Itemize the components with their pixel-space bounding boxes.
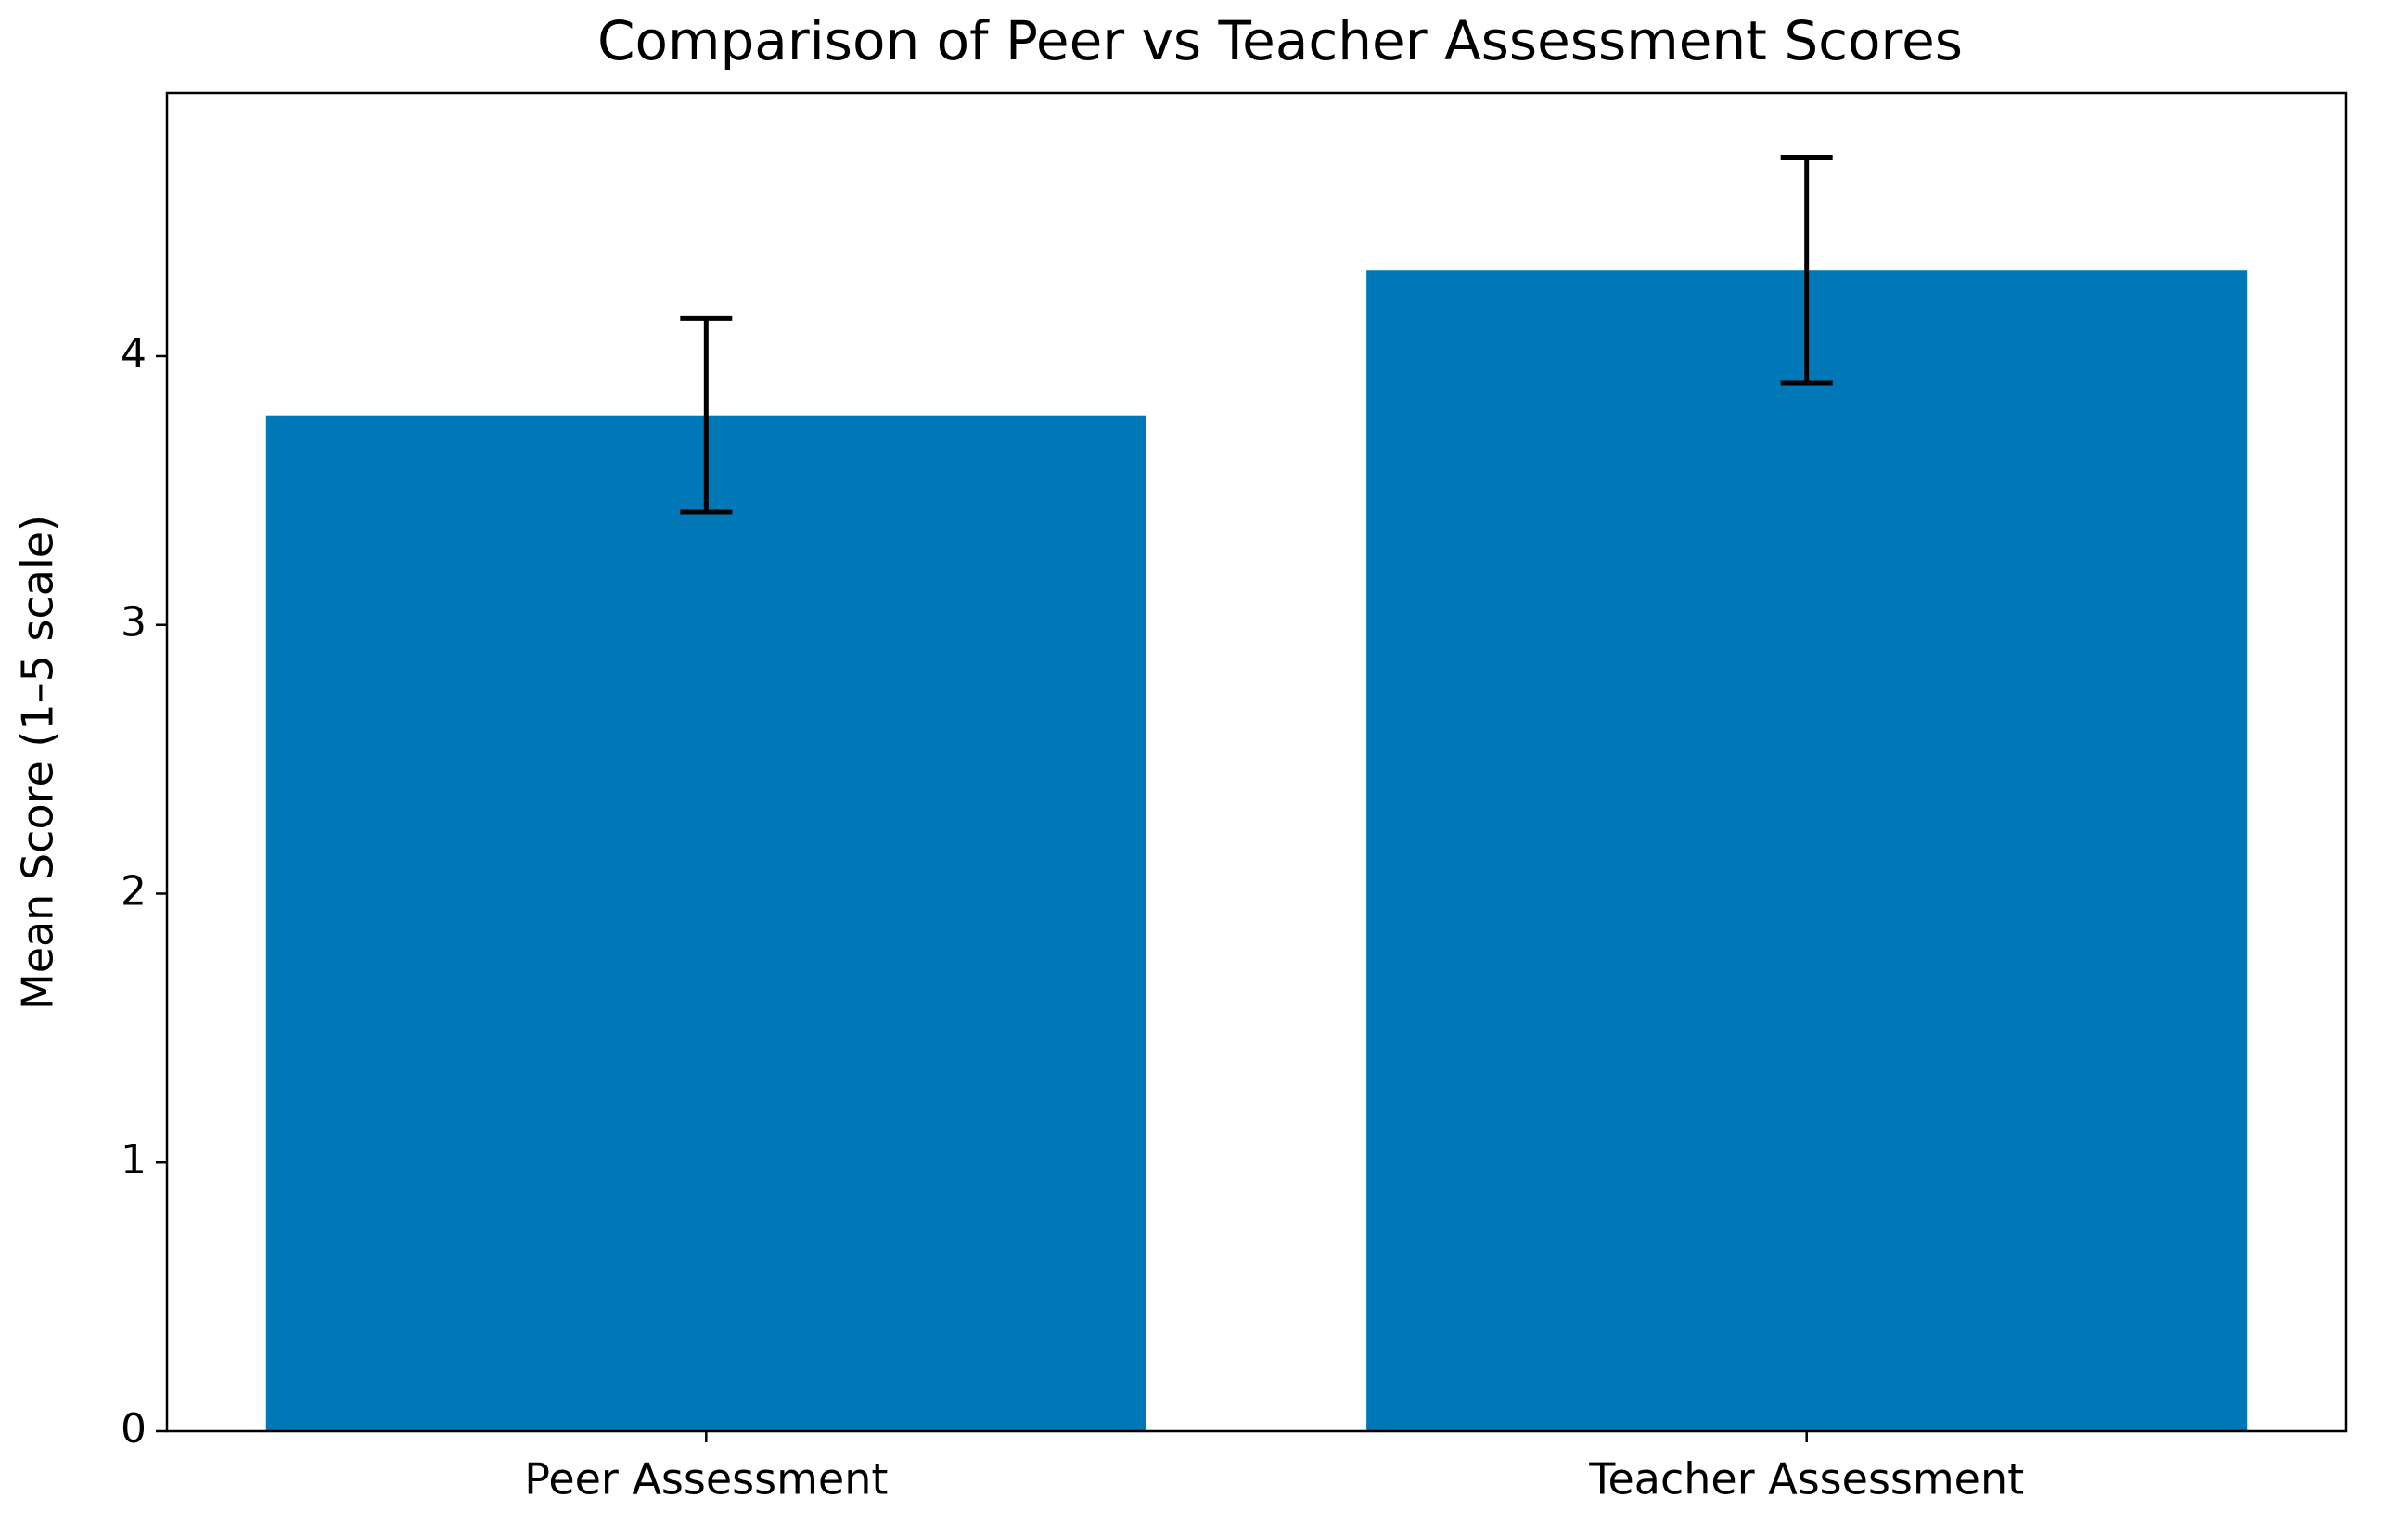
x-tick-label: Teacher Assessment	[1588, 1454, 2024, 1504]
y-tick-label: 0	[121, 1405, 147, 1453]
chart-title: Comparison of Peer vs Teacher Assessment…	[597, 9, 1963, 72]
error-bar	[680, 315, 733, 515]
y-tick-label: 3	[121, 599, 147, 646]
y-tick-label: 4	[121, 330, 147, 378]
x-tick-label: Peer Assessment	[524, 1454, 888, 1504]
bar	[1366, 270, 2248, 1431]
plot-frame	[165, 91, 2348, 1433]
bar	[265, 415, 1146, 1432]
y-tick-label: 2	[121, 867, 147, 915]
y-tick-label: 1	[121, 1136, 147, 1184]
y-axis-label: Mean Score (1–5 scale)	[13, 515, 63, 1010]
error-bar	[1780, 155, 1833, 386]
